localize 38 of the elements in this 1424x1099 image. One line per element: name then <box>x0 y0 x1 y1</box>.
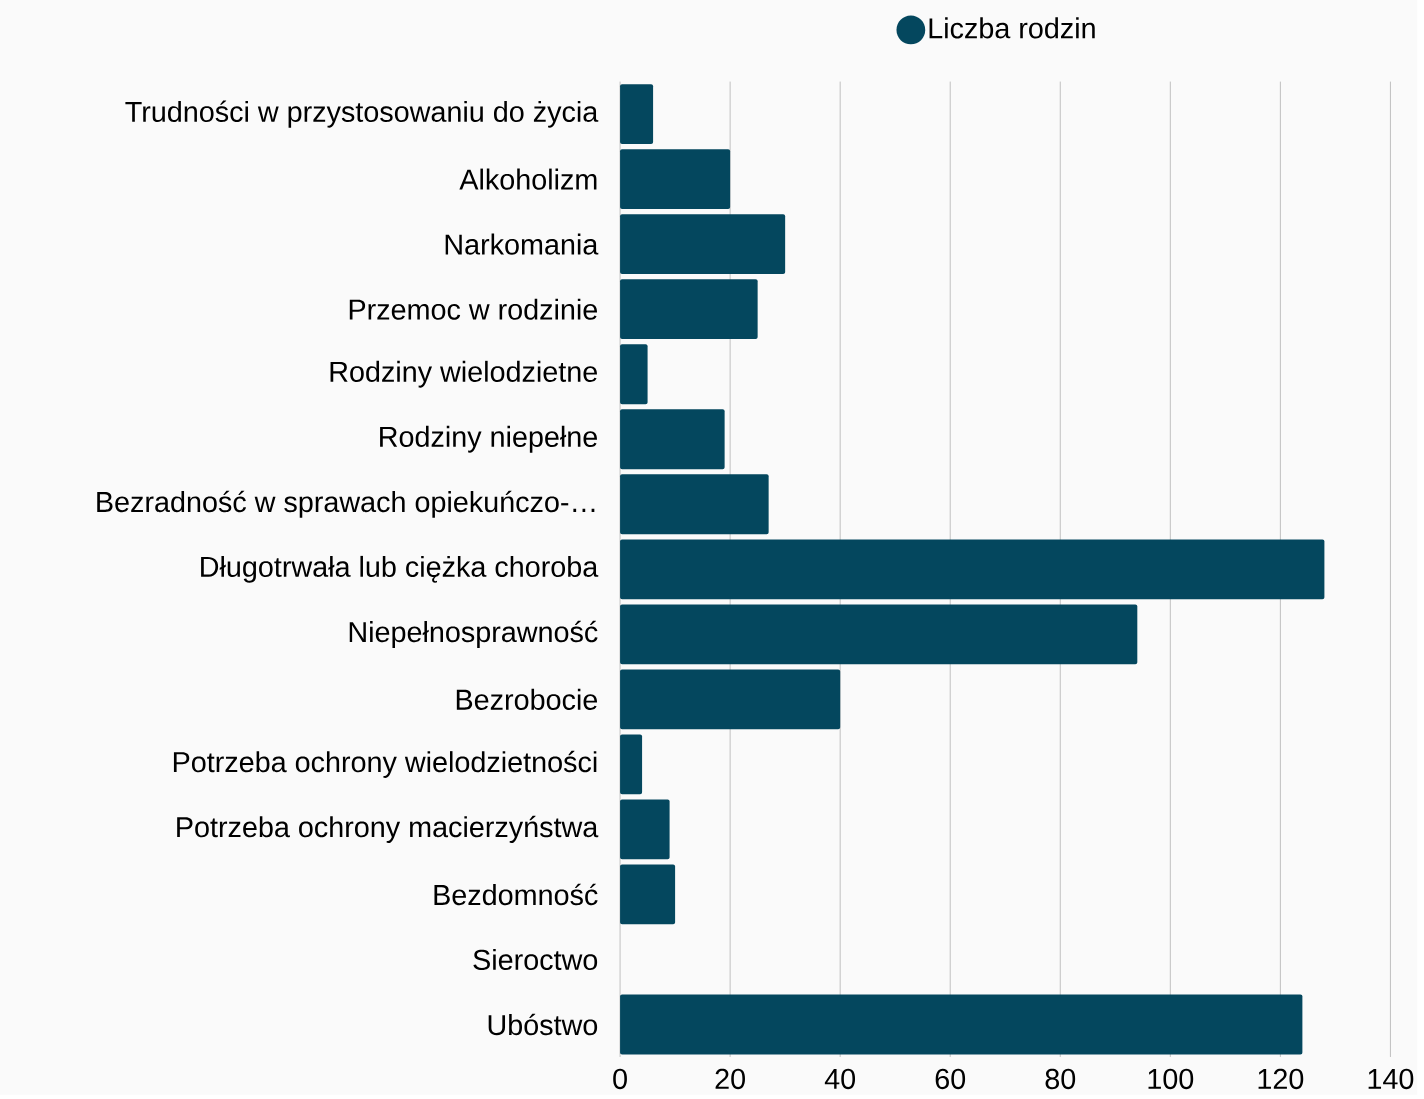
bar <box>620 149 731 210</box>
x-tick-label: 60 <box>935 1068 966 1090</box>
x-tick-label: 0 <box>613 1068 627 1090</box>
x-tick-label: 80 <box>1045 1068 1076 1090</box>
x-tick-label: 140 <box>1368 1068 1414 1090</box>
bar <box>620 409 725 470</box>
y-tick-label: Sieroctwo <box>473 949 598 971</box>
y-tick-label: Potrzeba ochrony wielodzietności <box>173 750 597 779</box>
bar <box>620 604 1138 665</box>
x-tick-label: 100 <box>1148 1068 1194 1090</box>
x-tick-label: 20 <box>715 1068 745 1090</box>
y-tick-label: Trudności w przystosowaniu do życia <box>125 100 599 128</box>
bar <box>620 799 670 860</box>
y-tick-label: Rodziny wielodzietne <box>330 360 597 388</box>
bar <box>620 994 1303 1055</box>
y-tick-label: Alkoholizm <box>459 168 597 190</box>
x-tick-label: 120 <box>1258 1068 1304 1090</box>
legend-label: Liczba rodzin <box>929 17 1095 39</box>
x-tick-label: 40 <box>824 1068 856 1090</box>
y-tick-label: Rodziny niepełne <box>380 425 597 453</box>
bar <box>620 734 643 795</box>
y-tick-label: Bezdomność <box>434 883 598 906</box>
bar <box>620 279 758 340</box>
y-tick-label: Potrzeba ochrony macierzyństwa <box>177 815 599 844</box>
y-tick-label: Przemoc w rodzinie <box>349 298 598 320</box>
bar <box>620 344 648 405</box>
bar <box>620 539 1325 600</box>
bar <box>620 474 769 535</box>
bar <box>620 669 841 730</box>
bar <box>620 864 676 925</box>
y-tick-label: Ubóstwo <box>488 1013 598 1036</box>
y-tick-label: Narkomania <box>445 233 599 255</box>
y-tick-label: Bezrobocie <box>456 688 598 711</box>
y-tick-label: Długotrwała lub ciężka choroba <box>201 556 599 583</box>
bar <box>620 214 786 275</box>
bar <box>620 84 654 145</box>
y-tick-label: Niepełnosprawność <box>349 620 598 649</box>
y-tick-label: Bezradność w sprawach opiekuńczo-… <box>97 490 595 518</box>
